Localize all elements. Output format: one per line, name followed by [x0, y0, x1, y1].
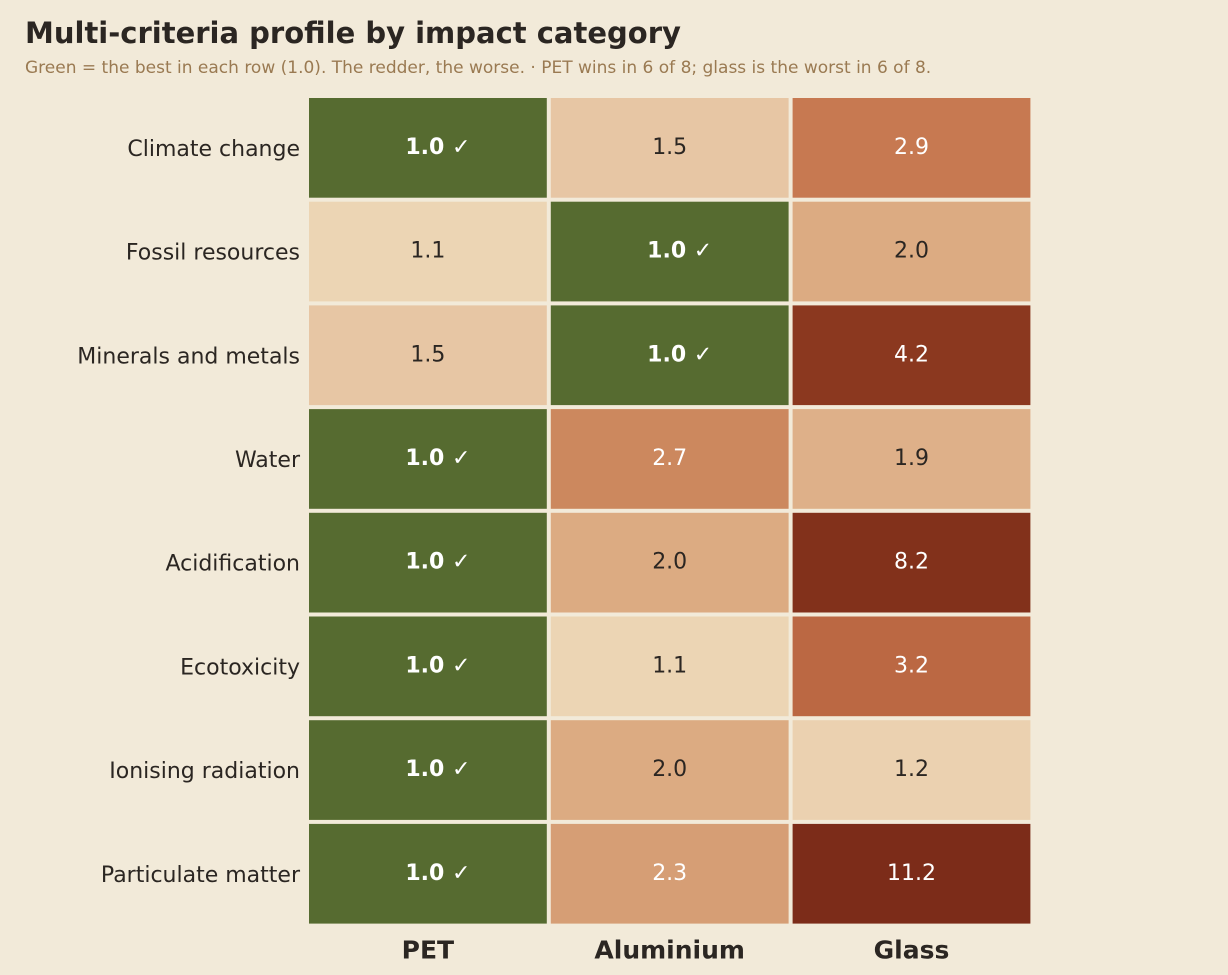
heatmap-cell	[550, 512, 789, 613]
heatmap-cell	[309, 823, 547, 924]
heatmap-cell	[550, 823, 789, 924]
row-label: Ionising radiation	[109, 759, 300, 784]
cell-value-label: 1.0 ✓	[647, 239, 712, 264]
cell-value-label: 2.9	[894, 135, 929, 160]
cell-value-label: 1.5	[652, 135, 687, 160]
heatmap-cell	[792, 201, 1031, 302]
row-label: Water	[235, 448, 301, 473]
heatmap-cell	[550, 305, 789, 406]
column-label: PET	[402, 936, 454, 965]
heatmap-cell	[550, 720, 789, 820]
cell-value-label: 2.0	[652, 550, 687, 575]
cell-value-label: 1.5	[410, 342, 445, 367]
cell-value-label: 1.0 ✓	[647, 342, 712, 367]
cell-value-label: 1.0 ✓	[405, 550, 470, 575]
heatmap-cell	[309, 305, 547, 406]
heatmap-cell	[309, 616, 547, 717]
cell-value-label: 2.3	[652, 861, 687, 886]
cell-value-label: 1.2	[894, 757, 929, 782]
heatmap-cell	[792, 512, 1031, 613]
cell-value-label: 1.0 ✓	[405, 135, 470, 160]
cell-value-label: 2.7	[652, 446, 687, 471]
row-label: Particulate matter	[101, 863, 301, 888]
heatmap-cell	[792, 616, 1031, 717]
row-label: Fossil resources	[126, 241, 300, 266]
cell-value-label: 1.0 ✓	[405, 861, 470, 886]
cell-value-label: 1.9	[894, 446, 929, 471]
column-label: Aluminium	[594, 936, 745, 965]
heatmap-cell	[550, 616, 789, 717]
cell-value-label: 3.2	[894, 653, 929, 678]
heatmap-cell	[792, 305, 1031, 406]
heatmap-cell	[309, 720, 547, 820]
cell-value-label: 1.0 ✓	[405, 446, 470, 471]
heatmap-cell	[792, 720, 1031, 820]
cell-value-label: 4.2	[894, 342, 929, 367]
heatmap-cell	[550, 98, 789, 198]
cell-value-label: 11.2	[887, 861, 936, 886]
heatmap-cell	[309, 98, 547, 198]
heatmap-cell	[550, 201, 789, 302]
cell-value-label: 1.1	[410, 239, 445, 264]
row-label: Minerals and metals	[77, 344, 300, 369]
row-label: Ecotoxicity	[180, 655, 300, 680]
column-label: Glass	[874, 936, 950, 965]
cell-value-label: 1.0 ✓	[405, 653, 470, 678]
heatmap-cell	[792, 98, 1031, 198]
cell-value-label: 1.1	[652, 653, 687, 678]
heatmap-cell	[309, 409, 547, 509]
heatmap-cell	[792, 409, 1031, 509]
row-label: Climate change	[127, 137, 300, 162]
chart-subtitle: Green = the best in each row (1.0). The …	[25, 58, 932, 78]
heatmap-cell	[309, 201, 547, 302]
cell-value-label: 2.0	[652, 757, 687, 782]
cell-value-label: 2.0	[894, 239, 929, 264]
row-label: Acidification	[165, 552, 300, 577]
heatmap-cell	[550, 409, 789, 509]
heatmap-cell	[309, 512, 547, 613]
cell-value-label: 1.0 ✓	[405, 757, 470, 782]
chart-title: Multi-criteria profile by impact categor…	[25, 16, 681, 50]
cell-value-label: 8.2	[894, 550, 929, 575]
heatmap-cell	[792, 823, 1031, 924]
